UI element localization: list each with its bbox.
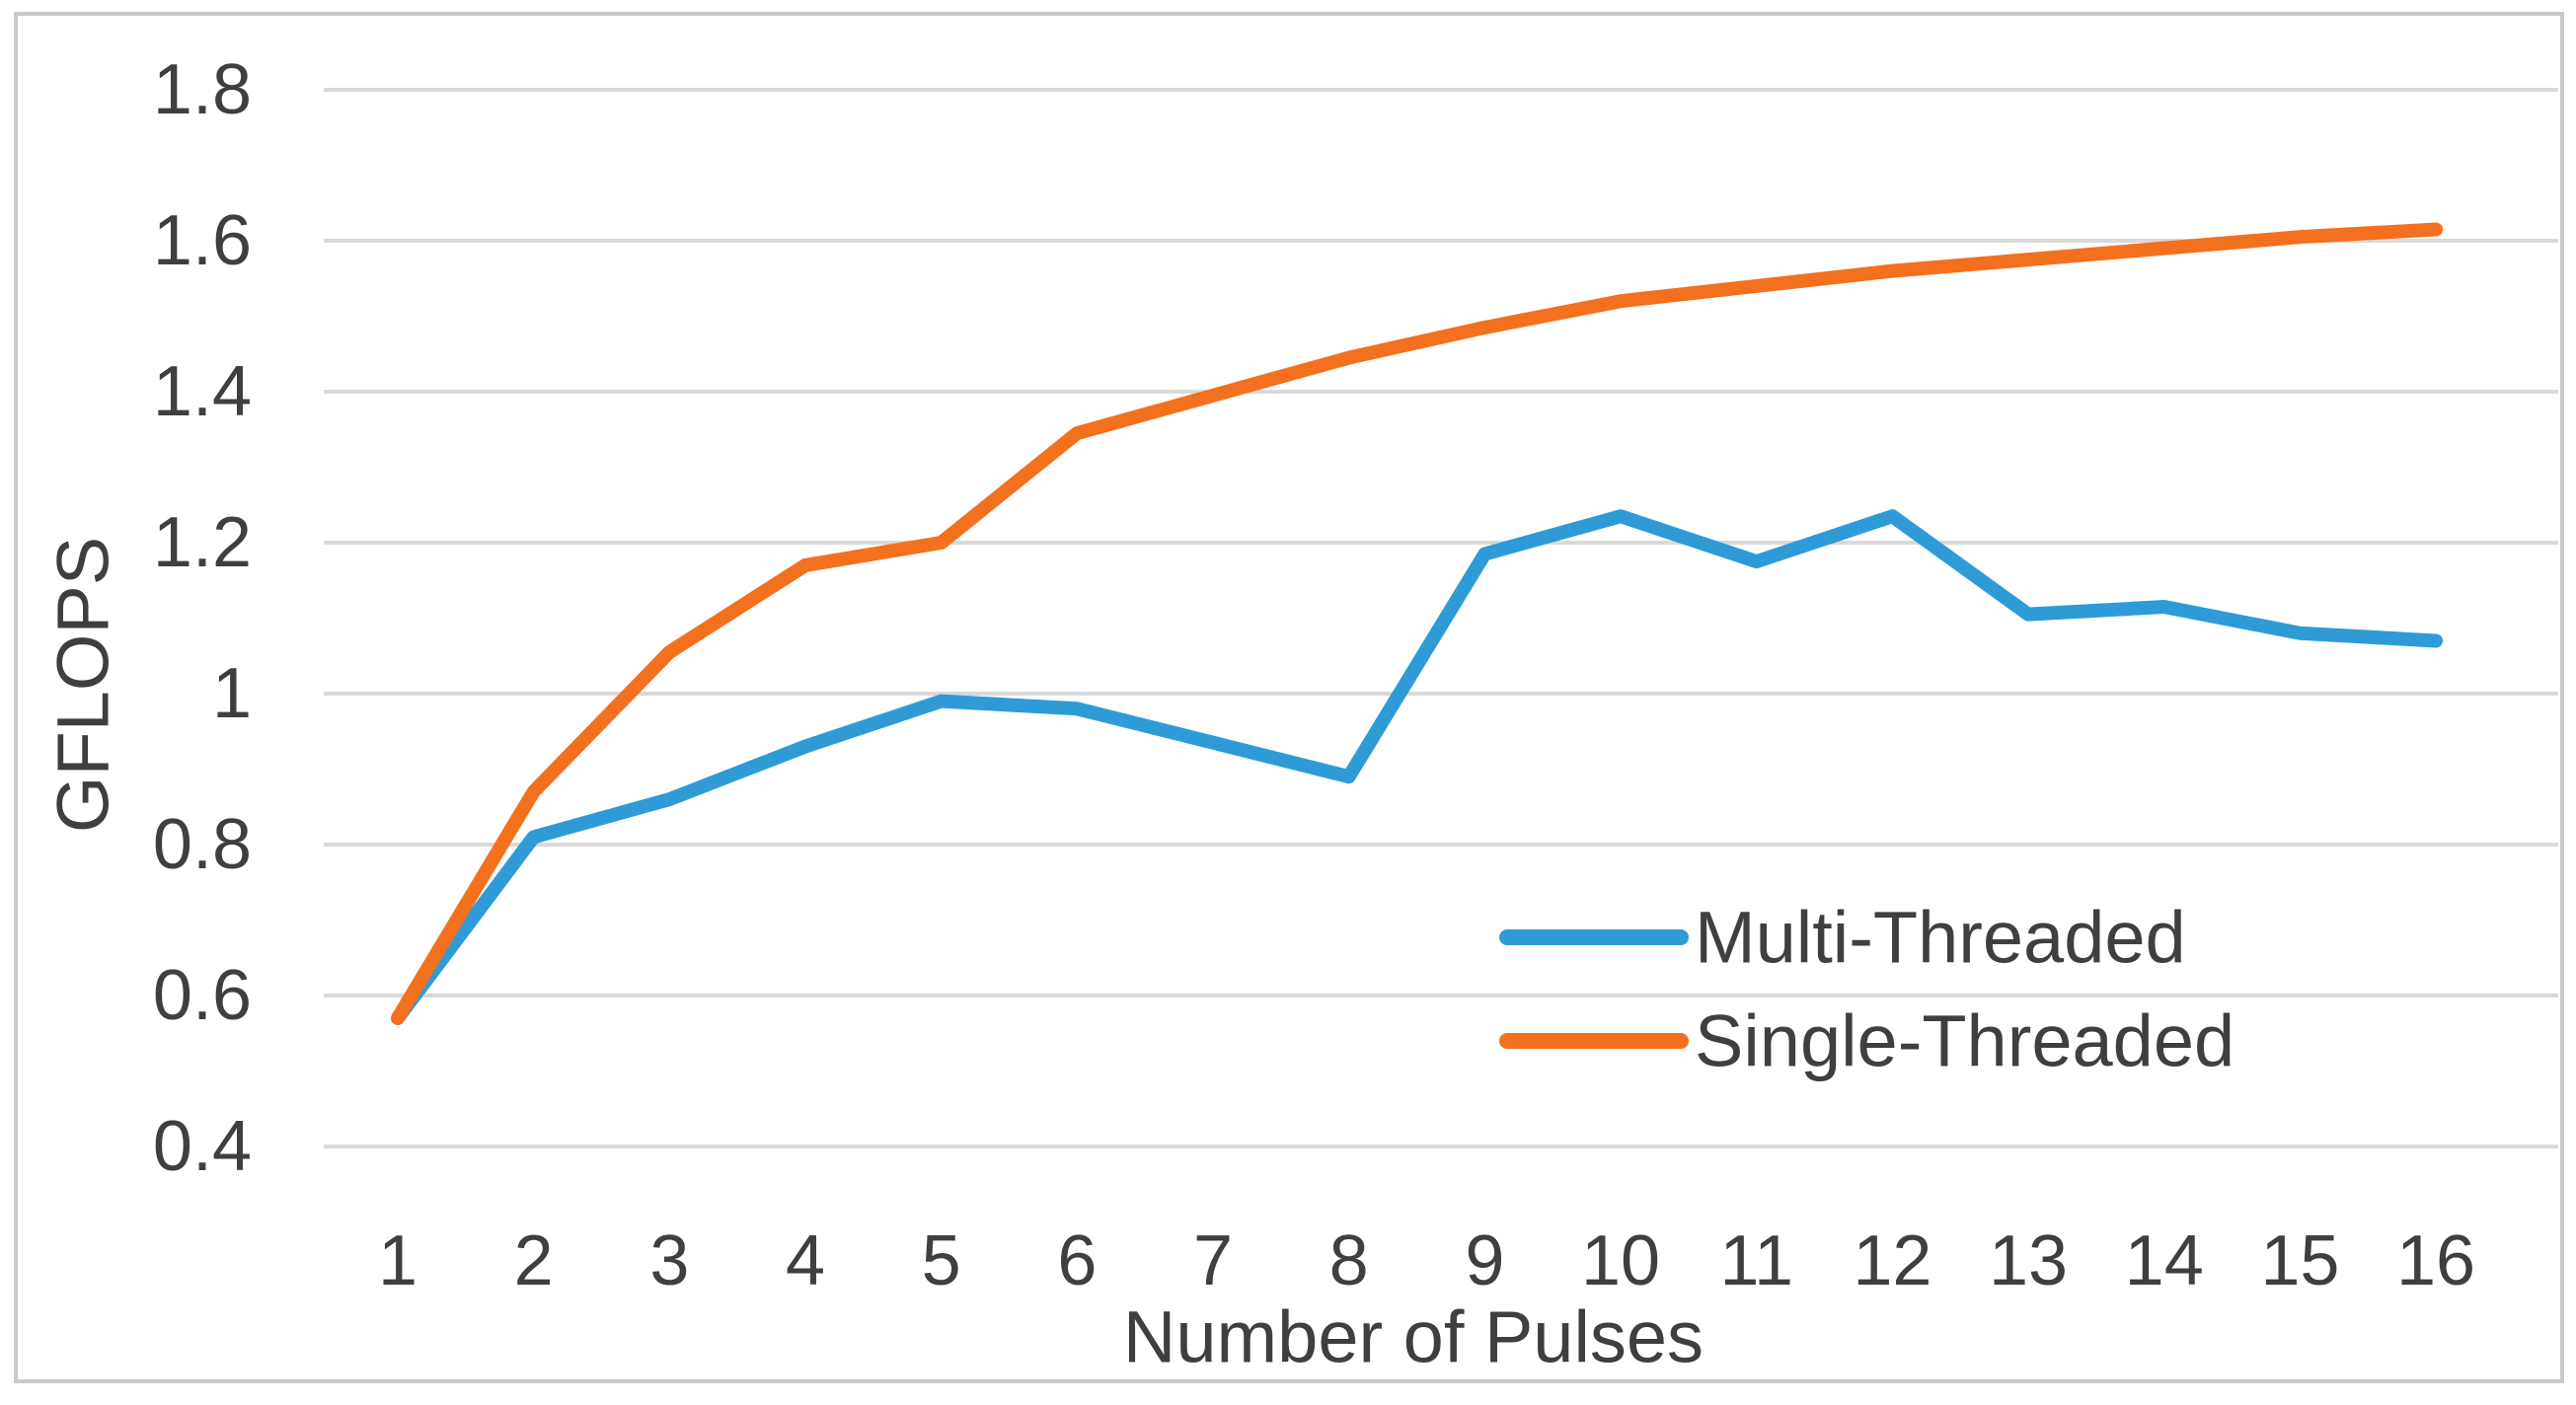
y-axis-title: GFLOPS — [42, 537, 124, 833]
x-axis-tick-labels: 1 2 3 4 5 6 7 8 9 10 11 12 13 14 15 16 — [378, 1221, 2475, 1300]
figure-border — [14, 12, 2564, 1383]
legend: Multi-Threaded Single-Threaded — [1499, 897, 2235, 1082]
y-tick-label: 0.4 — [153, 1107, 252, 1186]
x-tick-label: 15 — [2260, 1221, 2339, 1300]
y-tick-label: 1.6 — [153, 201, 252, 280]
series-lines — [391, 222, 2444, 1025]
x-tick-label: 5 — [922, 1221, 961, 1300]
single-threaded-line — [391, 222, 2444, 1025]
x-tick-label: 13 — [1989, 1221, 2068, 1300]
y-tick-label: 0.8 — [153, 805, 252, 884]
y-tick-label: 0.6 — [153, 956, 252, 1035]
x-tick-label: 2 — [514, 1221, 554, 1300]
x-tick-label: 10 — [1581, 1221, 1660, 1300]
gridlines — [324, 88, 2558, 1148]
x-tick-label: 8 — [1329, 1221, 1369, 1300]
legend-label-multi-threaded: Multi-Threaded — [1695, 897, 2186, 979]
x-tick-label: 14 — [2125, 1221, 2204, 1300]
x-tick-label: 12 — [1853, 1221, 1932, 1300]
x-tick-label: 11 — [1719, 1221, 1793, 1300]
x-tick-label: 9 — [1465, 1221, 1504, 1300]
x-tick-label: 4 — [786, 1221, 825, 1300]
x-tick-label: 16 — [2396, 1221, 2475, 1300]
x-axis-title: Number of Pulses — [1123, 1296, 1704, 1378]
legend-label-single-threaded: Single-Threaded — [1695, 1000, 2235, 1082]
multi-threaded-line — [391, 509, 2444, 1025]
y-tick-label: 1.2 — [153, 503, 252, 582]
x-tick-label: 3 — [649, 1221, 689, 1300]
y-tick-label: 1 — [212, 654, 252, 733]
y-axis-tick-labels: 1.8 1.6 1.4 1.2 1 0.8 0.6 0.4 — [153, 50, 252, 1186]
x-tick-label: 6 — [1057, 1221, 1097, 1300]
x-tick-label: 1 — [378, 1221, 417, 1300]
y-tick-label: 1.4 — [153, 352, 252, 431]
y-tick-label: 1.8 — [153, 50, 252, 129]
x-tick-label: 7 — [1193, 1221, 1233, 1300]
